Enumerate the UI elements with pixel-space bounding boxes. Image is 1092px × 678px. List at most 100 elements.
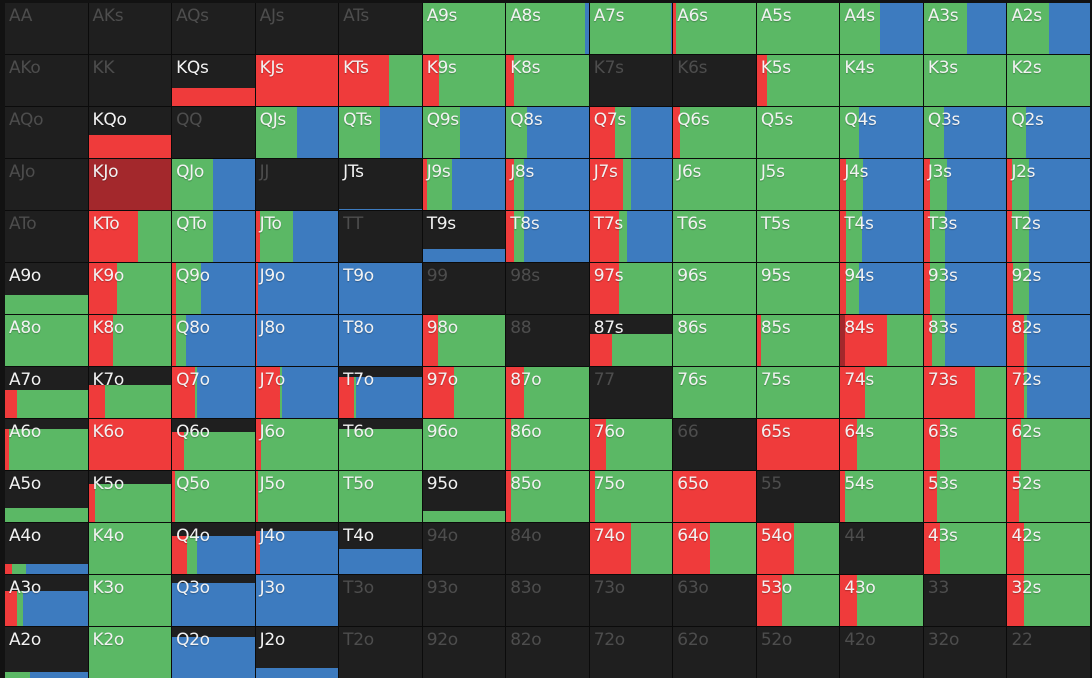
hand-cell-k2s[interactable]: K2s <box>1007 55 1090 106</box>
hand-cell-33[interactable]: 33 <box>923 575 1007 626</box>
hand-cell-q9o[interactable]: Q9o <box>172 263 255 314</box>
hand-cell-85o[interactable]: 85o <box>506 471 589 522</box>
hand-cell-22[interactable]: 22 <box>1007 627 1090 678</box>
hand-cell-a2s[interactable]: A2s <box>1007 3 1090 54</box>
hand-cell-q7o[interactable]: Q7o <box>172 367 255 418</box>
hand-cell-96s[interactable]: 96s <box>673 263 756 314</box>
hand-cell-t9s[interactable]: T9s <box>422 211 506 262</box>
hand-cell-a6s[interactable]: A6s <box>673 3 756 54</box>
hand-cell-aqs[interactable]: AQs <box>172 3 255 54</box>
hand-cell-53s[interactable]: 53s <box>923 471 1007 522</box>
hand-cell-73o[interactable]: 73o <box>589 575 673 626</box>
hand-cell-84s[interactable]: 84s <box>840 315 923 366</box>
hand-cell-k8s[interactable]: K8s <box>506 55 589 106</box>
hand-cell-k5o[interactable]: K5o <box>88 471 172 522</box>
hand-cell-q9s[interactable]: Q9s <box>422 107 506 158</box>
hand-cell-62s[interactable]: 62s <box>1007 419 1090 470</box>
hand-cell-q8s[interactable]: Q8s <box>506 107 589 158</box>
hand-cell-j8o[interactable]: J8o <box>255 315 339 366</box>
hand-cell-82o[interactable]: 82o <box>506 627 589 678</box>
hand-cell-qts[interactable]: QTs <box>339 107 422 158</box>
hand-cell-j4o[interactable]: J4o <box>255 523 339 574</box>
hand-cell-jts[interactable]: JTs <box>339 159 422 210</box>
hand-cell-t9o[interactable]: T9o <box>339 263 422 314</box>
hand-cell-q7s[interactable]: Q7s <box>589 107 673 158</box>
hand-cell-83s[interactable]: 83s <box>923 315 1007 366</box>
hand-cell-a8o[interactable]: A8o <box>5 315 88 366</box>
hand-cell-t2o[interactable]: T2o <box>339 627 422 678</box>
hand-cell-65s[interactable]: 65s <box>756 419 840 470</box>
hand-cell-j7s[interactable]: J7s <box>589 159 673 210</box>
hand-cell-a5o[interactable]: A5o <box>5 471 88 522</box>
hand-cell-k6s[interactable]: K6s <box>673 55 756 106</box>
hand-cell-q4s[interactable]: Q4s <box>840 107 923 158</box>
hand-cell-t8o[interactable]: T8o <box>339 315 422 366</box>
hand-cell-43s[interactable]: 43s <box>923 523 1007 574</box>
hand-cell-qjo[interactable]: QJo <box>172 159 255 210</box>
hand-cell-52o[interactable]: 52o <box>756 627 840 678</box>
hand-cell-44[interactable]: 44 <box>840 523 923 574</box>
hand-cell-q3o[interactable]: Q3o <box>172 575 255 626</box>
hand-cell-j2o[interactable]: J2o <box>255 627 339 678</box>
hand-cell-q2o[interactable]: Q2o <box>172 627 255 678</box>
hand-cell-a9o[interactable]: A9o <box>5 263 88 314</box>
hand-cell-53o[interactable]: 53o <box>756 575 840 626</box>
hand-cell-42s[interactable]: 42s <box>1007 523 1090 574</box>
hand-cell-t2s[interactable]: T2s <box>1007 211 1090 262</box>
hand-cell-64o[interactable]: 64o <box>673 523 756 574</box>
hand-cell-a8s[interactable]: A8s <box>506 3 589 54</box>
hand-cell-t7o[interactable]: T7o <box>339 367 422 418</box>
hand-cell-ato[interactable]: ATo <box>5 211 88 262</box>
hand-cell-k9o[interactable]: K9o <box>88 263 172 314</box>
hand-cell-t3s[interactable]: T3s <box>923 211 1007 262</box>
hand-cell-k2o[interactable]: K2o <box>88 627 172 678</box>
hand-cell-93s[interactable]: 93s <box>923 263 1007 314</box>
hand-cell-kjo[interactable]: KJo <box>88 159 172 210</box>
hand-cell-92s[interactable]: 92s <box>1007 263 1090 314</box>
hand-cell-t6s[interactable]: T6s <box>673 211 756 262</box>
hand-cell-65o[interactable]: 65o <box>673 471 756 522</box>
hand-cell-32s[interactable]: 32s <box>1007 575 1090 626</box>
hand-cell-74s[interactable]: 74s <box>840 367 923 418</box>
hand-cell-97s[interactable]: 97s <box>589 263 673 314</box>
hand-cell-a3s[interactable]: A3s <box>923 3 1007 54</box>
hand-cell-a6o[interactable]: A6o <box>5 419 88 470</box>
hand-cell-a7o[interactable]: A7o <box>5 367 88 418</box>
hand-cell-j9s[interactable]: J9s <box>422 159 506 210</box>
hand-cell-92o[interactable]: 92o <box>422 627 506 678</box>
hand-cell-98o[interactable]: 98o <box>422 315 506 366</box>
hand-cell-q5s[interactable]: Q5s <box>756 107 840 158</box>
hand-cell-j9o[interactable]: J9o <box>255 263 339 314</box>
hand-cell-99[interactable]: 99 <box>422 263 506 314</box>
hand-cell-j4s[interactable]: J4s <box>840 159 923 210</box>
hand-cell-t5s[interactable]: T5s <box>756 211 840 262</box>
hand-cell-t8s[interactable]: T8s <box>506 211 589 262</box>
hand-cell-t7s[interactable]: T7s <box>589 211 673 262</box>
hand-cell-a3o[interactable]: A3o <box>5 575 88 626</box>
hand-cell-54s[interactable]: 54s <box>840 471 923 522</box>
hand-cell-j3s[interactable]: J3s <box>923 159 1007 210</box>
hand-cell-tt[interactable]: TT <box>339 211 422 262</box>
hand-cell-a7s[interactable]: A7s <box>589 3 673 54</box>
hand-cell-qq[interactable]: QQ <box>172 107 255 158</box>
hand-cell-q5o[interactable]: Q5o <box>172 471 255 522</box>
hand-cell-64s[interactable]: 64s <box>840 419 923 470</box>
hand-cell-54o[interactable]: 54o <box>756 523 840 574</box>
hand-cell-94s[interactable]: 94s <box>840 263 923 314</box>
hand-cell-63s[interactable]: 63s <box>923 419 1007 470</box>
hand-cell-55[interactable]: 55 <box>756 471 840 522</box>
hand-cell-85s[interactable]: 85s <box>756 315 840 366</box>
hand-cell-95s[interactable]: 95s <box>756 263 840 314</box>
hand-cell-98s[interactable]: 98s <box>506 263 589 314</box>
hand-cell-a4s[interactable]: A4s <box>840 3 923 54</box>
hand-cell-94o[interactable]: 94o <box>422 523 506 574</box>
hand-cell-84o[interactable]: 84o <box>506 523 589 574</box>
hand-cell-k7s[interactable]: K7s <box>589 55 673 106</box>
hand-cell-93o[interactable]: 93o <box>422 575 506 626</box>
hand-cell-kk[interactable]: KK <box>88 55 172 106</box>
hand-cell-87o[interactable]: 87o <box>506 367 589 418</box>
hand-cell-75o[interactable]: 75o <box>589 471 673 522</box>
hand-cell-86o[interactable]: 86o <box>506 419 589 470</box>
hand-cell-j5o[interactable]: J5o <box>255 471 339 522</box>
hand-cell-kjs[interactable]: KJs <box>255 55 339 106</box>
